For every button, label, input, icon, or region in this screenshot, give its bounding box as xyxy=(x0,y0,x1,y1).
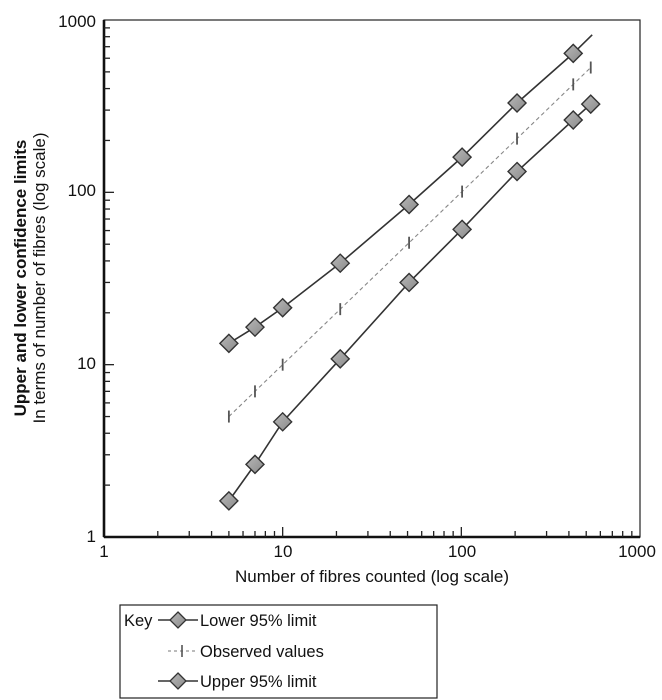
series-line-observed xyxy=(228,67,592,417)
y-tick-label: 1000 xyxy=(58,12,96,31)
lower-limit-point xyxy=(272,411,293,432)
x-tick-label: 1 xyxy=(99,542,108,561)
lower-limit-point xyxy=(507,161,528,182)
lower-limit-point xyxy=(245,454,265,475)
x-tick-label: 1000 xyxy=(618,542,656,561)
lower-limit-point xyxy=(452,219,473,240)
lower-limit-point xyxy=(399,272,420,293)
lower-limit-point xyxy=(580,94,601,115)
legend: Key Lower 95% limit Observed values Uppe… xyxy=(119,604,438,699)
upper-limit-point xyxy=(563,43,584,64)
legend-title: Key xyxy=(124,612,153,630)
y-tick-label: 10 xyxy=(77,354,96,373)
y-tick-label: 1 xyxy=(87,527,96,546)
x-tick-label: 10 xyxy=(274,542,293,561)
y-tick-label: 100 xyxy=(68,181,96,200)
upper-limit-point xyxy=(245,317,265,338)
legend-diamond-upper xyxy=(169,672,187,690)
upper-limit-point xyxy=(218,333,239,354)
upper-limit-point xyxy=(330,253,351,274)
legend-label-observed: Observed values xyxy=(200,643,324,661)
y-axis-title: In terms of number of fibres (log scale) xyxy=(30,132,49,423)
x-axis-title: Number of fibres counted (log scale) xyxy=(235,567,509,586)
y-axis-title-bold: Upper and lower confidence limits xyxy=(11,140,30,417)
legend-label-upper: Upper 95% limit xyxy=(200,673,317,691)
axis-ticks xyxy=(104,27,633,537)
upper-limit-point xyxy=(272,297,293,318)
x-tick-label: 100 xyxy=(448,542,476,561)
lower-limit-point xyxy=(563,109,584,130)
legend-diamond-lower xyxy=(169,611,187,629)
upper-limit-point xyxy=(507,92,528,113)
upper-limit-point xyxy=(399,194,420,215)
lower-limit-point xyxy=(330,348,351,369)
upper-limit-point xyxy=(452,147,473,168)
lower-limit-point xyxy=(218,490,239,511)
legend-label-lower: Lower 95% limit xyxy=(200,612,317,630)
series-layer xyxy=(218,34,601,511)
series-line-upper xyxy=(228,34,593,345)
